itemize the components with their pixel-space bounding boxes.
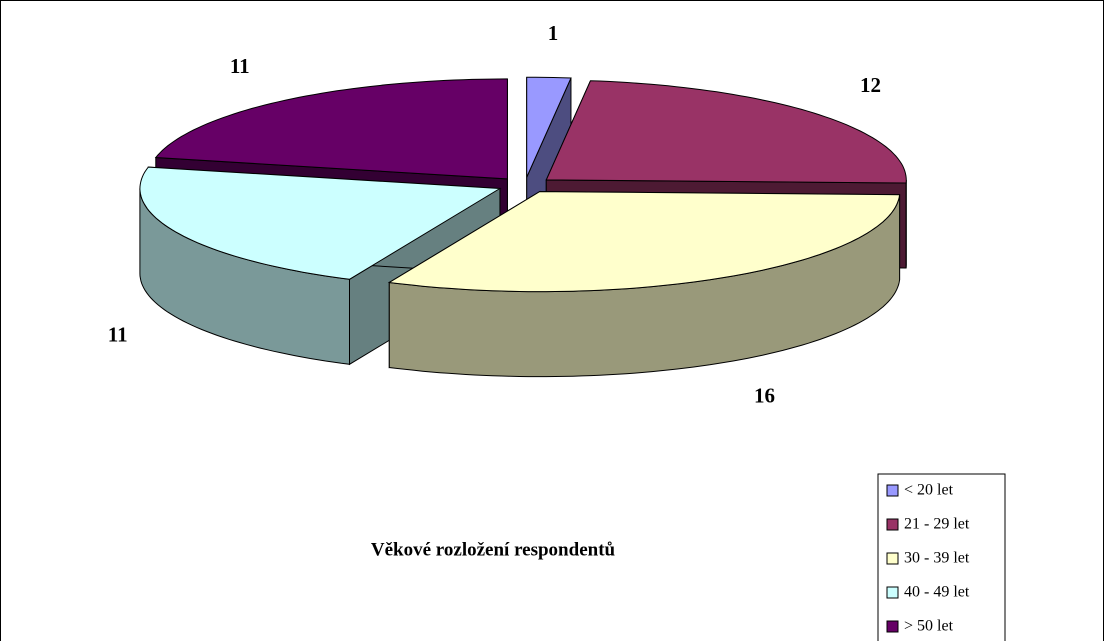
chart-title: Věkové rozložení respondentů	[371, 539, 616, 560]
legend-label: 40 - 49 let	[904, 584, 970, 601]
legend-swatch	[886, 484, 899, 497]
legend-box	[877, 473, 1006, 641]
pie-slice	[139, 166, 502, 366]
slice-top	[545, 80, 907, 184]
pie-slice	[387, 190, 901, 378]
legend-label: 30 - 39 let	[904, 550, 970, 567]
legend-label: 21 - 29 let	[904, 516, 970, 533]
slice-top	[387, 191, 901, 293]
legend-swatch	[886, 586, 899, 599]
legend-swatch	[886, 518, 899, 531]
slice-top	[526, 76, 572, 178]
data-label: 16	[754, 383, 775, 407]
data-label: 11	[108, 323, 128, 347]
legend-swatch	[886, 620, 899, 633]
legend-label: < 20 let	[904, 482, 954, 499]
slice-top	[139, 166, 502, 280]
legend-swatch	[886, 552, 899, 565]
data-label: 1	[548, 21, 559, 45]
data-label: 11	[230, 54, 250, 78]
slice-top	[154, 78, 508, 180]
data-label: 12	[860, 73, 881, 97]
legend-label: > 50 let	[904, 618, 954, 635]
